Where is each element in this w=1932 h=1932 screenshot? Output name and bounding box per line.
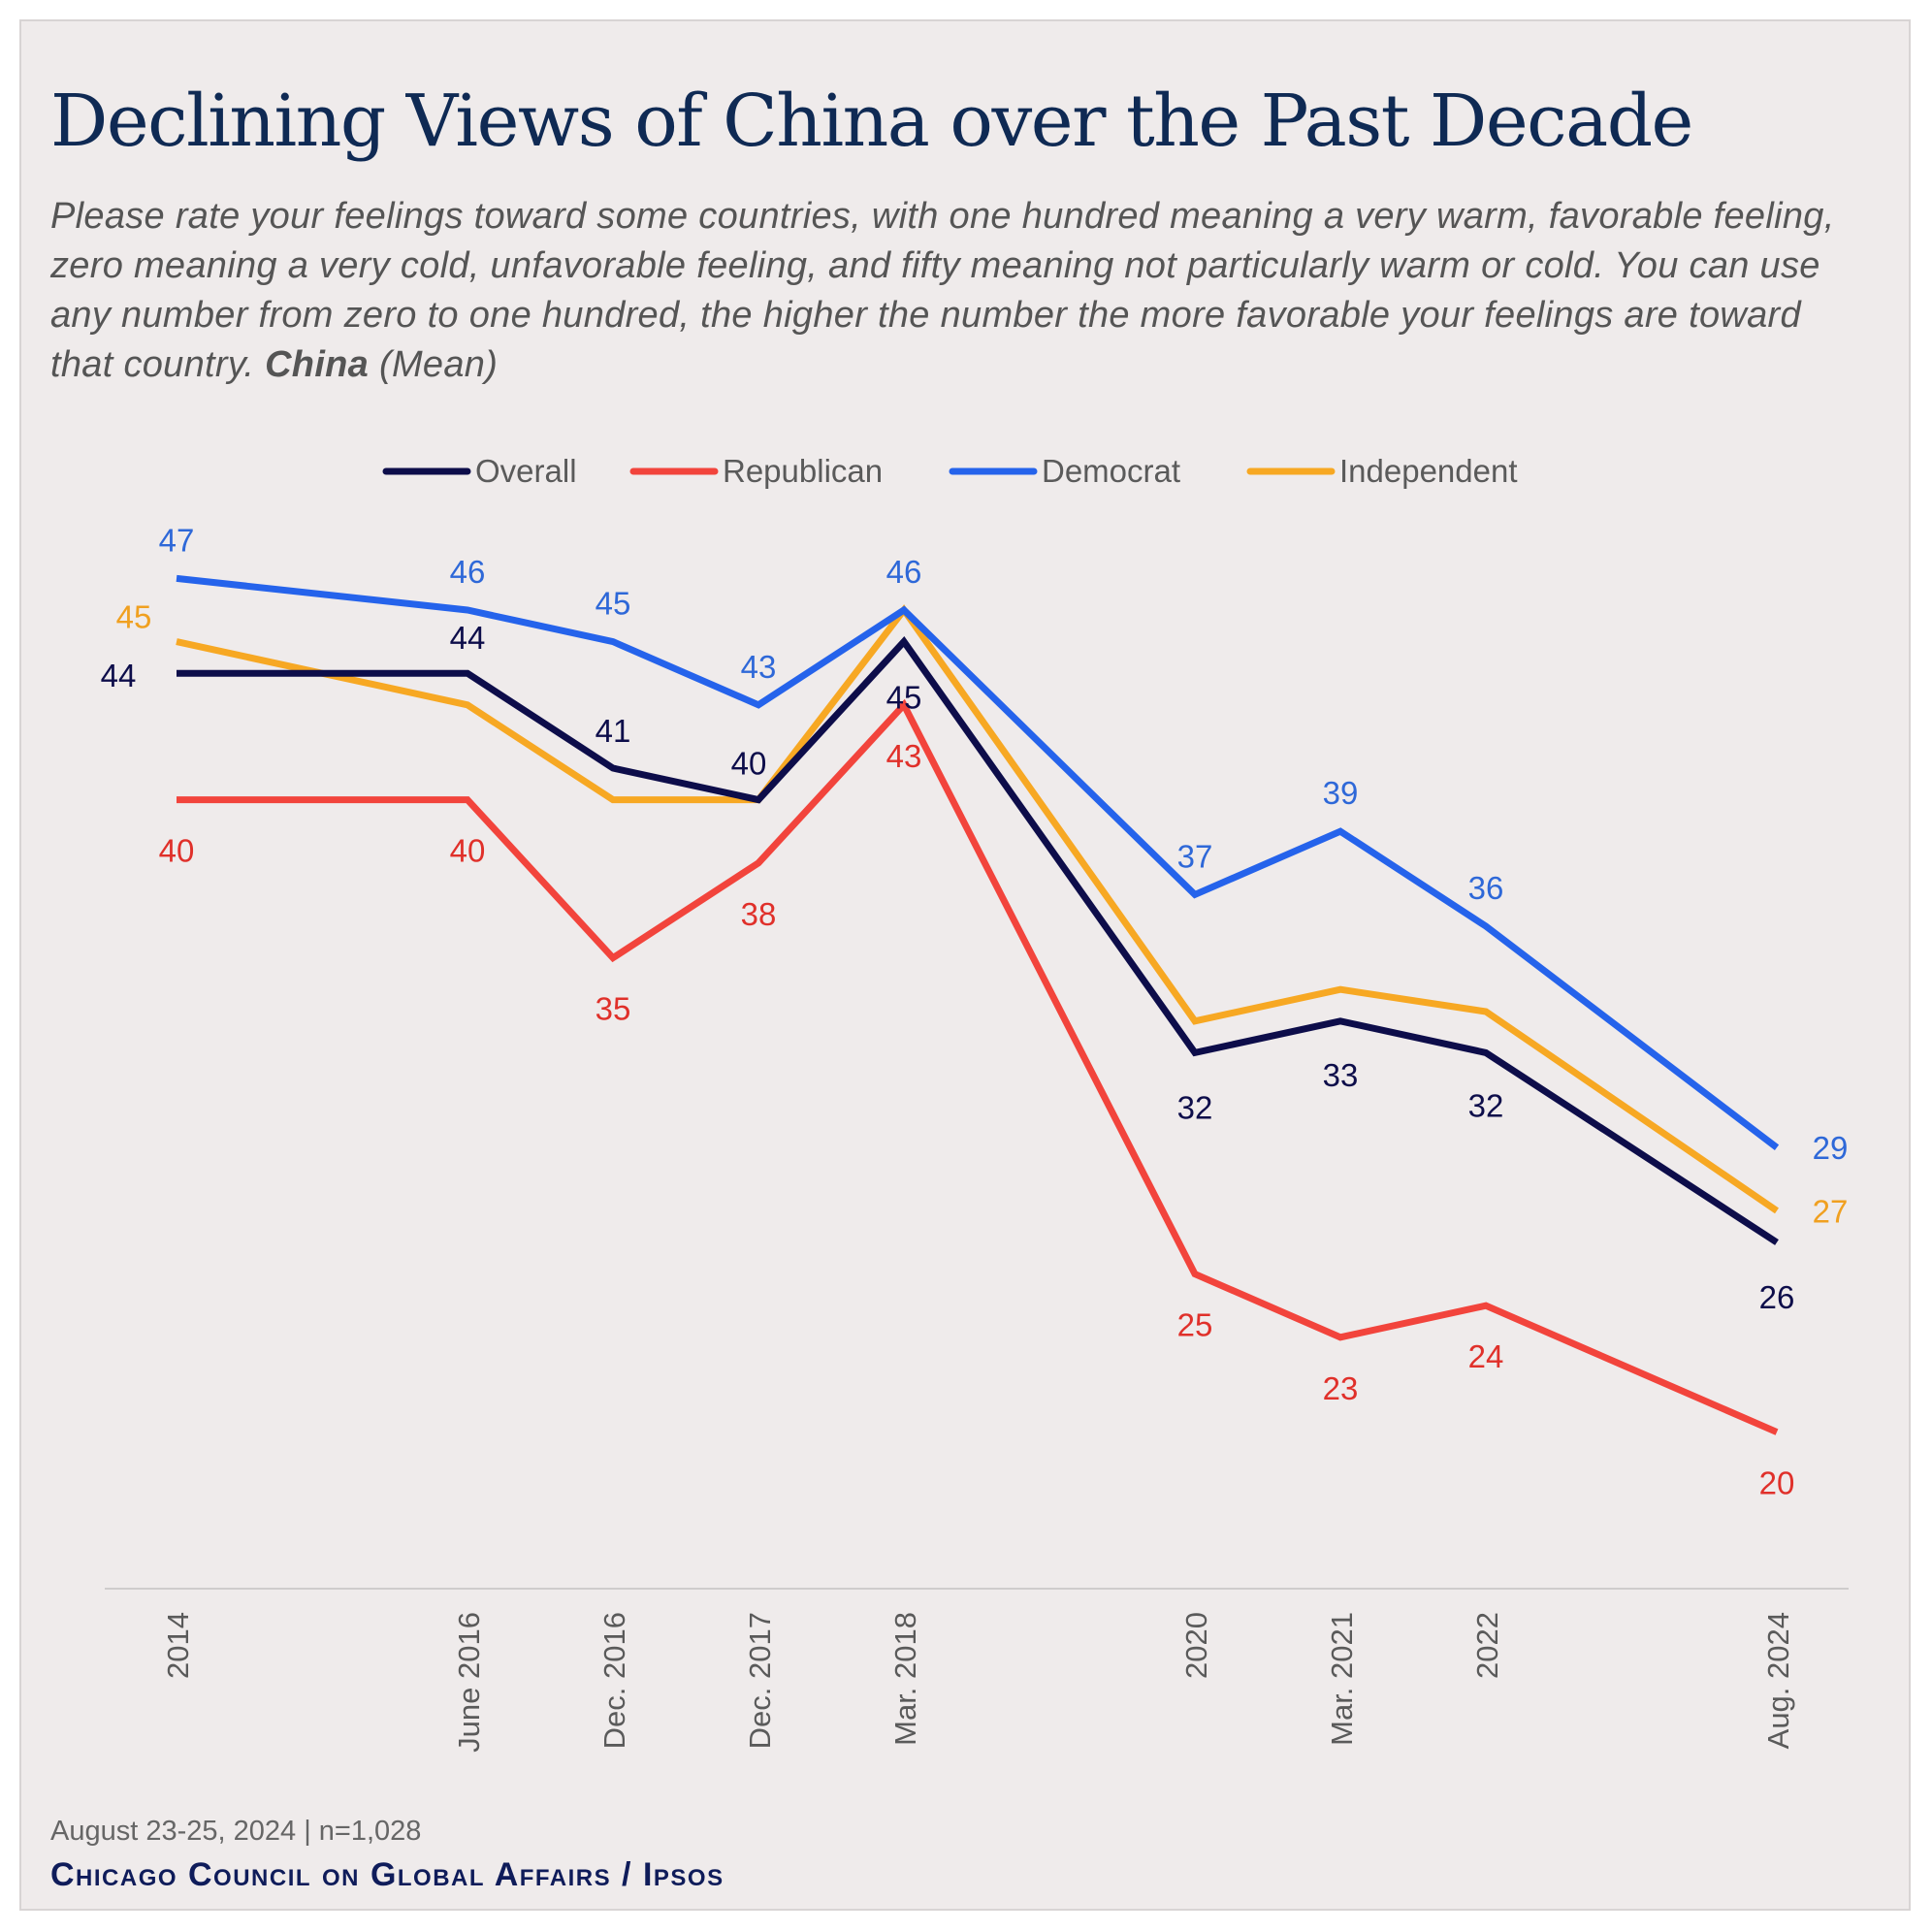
data-label-republican: 40 <box>450 833 486 869</box>
chart-legend: Overall Republican Democrat Independent <box>382 453 1518 489</box>
x-tick-label: Dec. 2016 <box>597 1612 631 1749</box>
data-label-overall: 44 <box>101 658 137 693</box>
series-line-democrat <box>176 574 1780 1150</box>
data-label-republican: 35 <box>596 991 631 1027</box>
data-label-republican: 23 <box>1323 1370 1359 1406</box>
x-tick-label: Dec. 2017 <box>743 1612 777 1749</box>
data-label-republican: 38 <box>741 896 777 932</box>
series-line-republican <box>177 698 1779 1435</box>
legend-label-overall: Overall <box>475 453 577 489</box>
data-label-democrat: 46 <box>886 554 922 590</box>
subtitle-question: Please rate your feelings toward some co… <box>50 196 1835 385</box>
chart-subtitle: Please rate your feelings toward some co… <box>50 192 1874 390</box>
data-label-republican: 20 <box>1759 1465 1795 1501</box>
data-label-democrat: 45 <box>596 586 631 622</box>
data-label-independent: 45 <box>116 599 152 635</box>
data-label-overall: 32 <box>1468 1087 1504 1123</box>
chart-title: Declining Views of China over the Past D… <box>50 80 1693 163</box>
x-axis-ticks: 2014 June 2016 Dec. 2016 Dec. 2017 Mar. 2018… <box>161 1612 1795 1753</box>
x-tick-label: 2022 <box>1470 1612 1504 1679</box>
data-label-republican: 40 <box>159 833 195 869</box>
subtitle-measure: (Mean) <box>378 344 499 385</box>
series-line-independent <box>176 604 1779 1214</box>
legend-label-republican: Republican <box>723 453 883 489</box>
x-tick-label: June 2016 <box>452 1612 486 1753</box>
data-label-democrat: 39 <box>1323 775 1359 811</box>
data-label-democrat: 47 <box>159 522 195 558</box>
data-label-overall: 41 <box>596 713 631 749</box>
data-label-democrat: 37 <box>1177 838 1213 874</box>
legend-label-independent: Independent <box>1339 453 1518 489</box>
subtitle-country: China <box>265 344 370 385</box>
data-label-overall: 40 <box>731 746 767 782</box>
data-label-independent: 27 <box>1813 1193 1849 1229</box>
data-labels: 44 44 41 40 45 32 33 32 26 40 40 35 38 43 25 23 24 20 47 46… <box>101 522 1849 1500</box>
x-tick-label: 2014 <box>161 1612 195 1679</box>
x-tick-label: Mar. 2021 <box>1325 1612 1359 1746</box>
data-label-democrat: 36 <box>1468 870 1504 906</box>
data-label-republican: 43 <box>886 738 922 774</box>
data-label-overall: 32 <box>1177 1089 1213 1125</box>
data-label-democrat: 29 <box>1813 1130 1849 1166</box>
legend-label-democrat: Democrat <box>1042 453 1180 489</box>
data-label-overall: 26 <box>1759 1279 1795 1315</box>
data-label-democrat: 43 <box>741 649 777 685</box>
series-line-overall <box>177 636 1779 1245</box>
x-tick-label: Mar. 2018 <box>888 1612 922 1746</box>
x-tick-label: 2020 <box>1179 1612 1213 1679</box>
data-label-democrat: 46 <box>450 554 486 590</box>
data-label-republican: 25 <box>1177 1307 1213 1343</box>
chart-frame <box>19 19 1911 1911</box>
data-label-overall: 33 <box>1323 1057 1359 1093</box>
data-label-overall: 45 <box>886 680 922 716</box>
data-label-overall: 44 <box>450 620 486 656</box>
x-tick-label: Aug. 2024 <box>1761 1612 1795 1749</box>
source-credit: Chicago Council on Global Affairs / Ipso… <box>50 1856 724 1893</box>
data-label-republican: 24 <box>1468 1338 1504 1374</box>
survey-date-note: August 23-25, 2024 | n=1,028 <box>50 1816 422 1847</box>
series-lines <box>176 574 1780 1435</box>
